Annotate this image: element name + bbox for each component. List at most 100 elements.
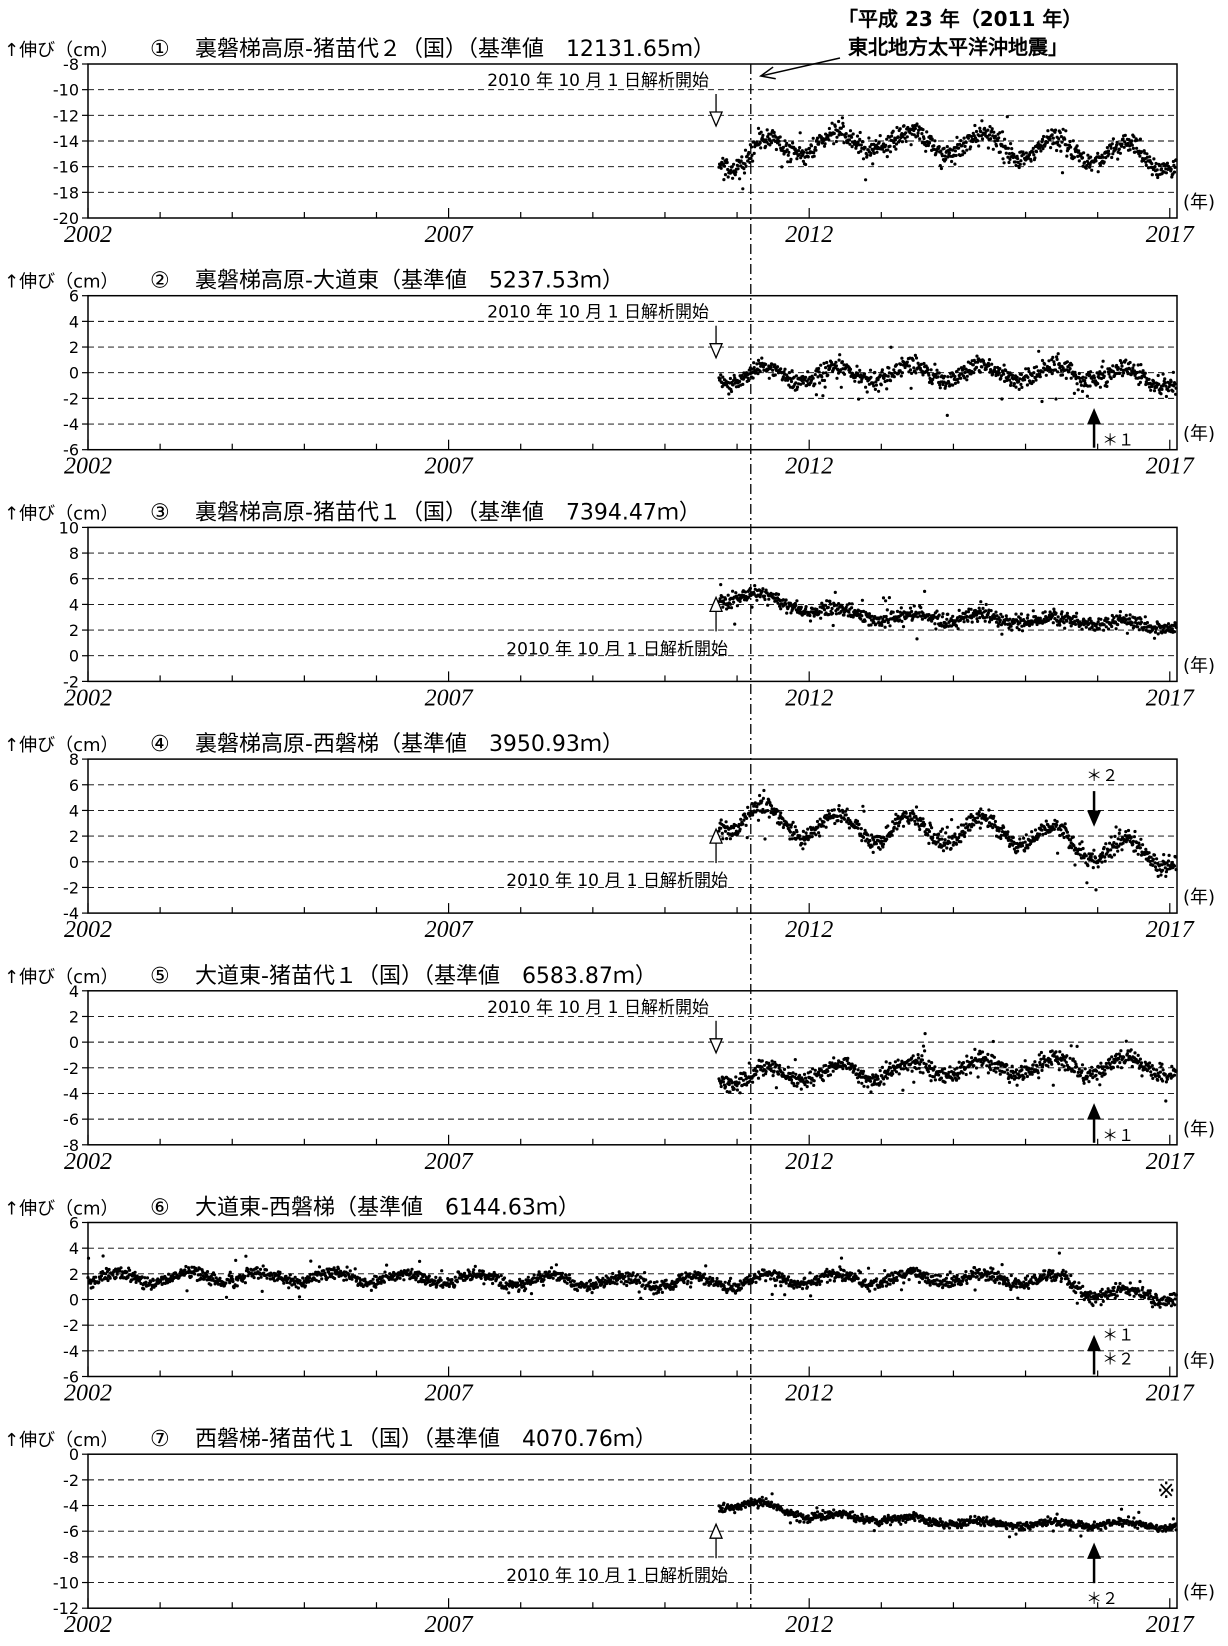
y-tick-label: -6 [63,1110,79,1129]
data-point [862,157,865,160]
data-point [1026,383,1029,386]
data-point [1139,363,1142,366]
data-point [1166,162,1169,165]
data-point [745,824,748,827]
data-point [1059,150,1062,153]
data-point [1171,627,1174,630]
y-tick-label: -2 [63,878,79,897]
data-point [1096,152,1099,155]
data-point [1080,840,1083,843]
data-point [1026,376,1029,379]
arrow-head [710,344,722,358]
data-point [907,822,910,825]
data-point [888,624,891,627]
data-point [822,820,825,823]
data-point [951,1079,954,1082]
data-point [871,162,874,165]
data-point [745,165,748,168]
y-tick-label: -2 [63,1316,79,1335]
data-point [831,122,834,125]
x-tick-label: 2012 [785,1149,833,1175]
data-point [805,605,808,608]
data-point [244,1255,247,1258]
data-point [1167,859,1170,862]
data-point [812,137,815,140]
data-point [1152,157,1155,160]
data-point [977,144,980,147]
data-point [994,135,997,138]
data-point [864,386,867,389]
data-point [1060,610,1063,613]
data-point [955,843,958,846]
data-point [1093,376,1096,379]
data-point [317,1280,320,1283]
data-point [287,1286,290,1289]
data-point [1138,370,1141,373]
data-point [921,128,924,131]
data-point [1076,382,1079,385]
data-point [803,1073,806,1076]
data-point [719,583,722,586]
data-point [959,377,962,380]
data-point [1154,631,1157,634]
data-point [801,847,804,850]
data-point [1112,1066,1115,1069]
data-point [795,157,798,160]
data-point [1112,616,1115,619]
data-point [835,612,838,615]
data-point [825,361,828,364]
data-point [887,375,890,378]
data-point [993,1056,996,1059]
data-point [837,120,840,123]
data-point [739,828,742,831]
data-point [1055,823,1058,826]
data-point [1125,614,1128,617]
y-tick-label: 4 [69,801,79,820]
data-point [1085,167,1088,170]
y-tick-label: 0 [69,364,79,383]
data-point [835,140,838,143]
data-point [262,1264,265,1267]
data-point [927,374,930,377]
data-point [965,149,968,152]
data-point [1133,830,1136,833]
data-point [1104,842,1107,845]
data-point [1058,834,1061,837]
data-point [906,135,909,138]
data-point [1122,371,1125,374]
data-point [746,836,749,839]
data-point [917,1056,920,1059]
data-point [1045,374,1048,377]
data-point [915,1067,918,1070]
data-point [1118,372,1121,375]
data-point [747,379,750,382]
data-point [1122,137,1125,140]
data-point [991,1062,994,1065]
data-point [116,1273,119,1276]
data-point [1139,1058,1142,1061]
data-point [948,151,951,154]
data-point [886,148,889,151]
data-points [717,1032,1177,1103]
data-point [776,809,779,812]
data-point [1107,149,1110,152]
data-point [972,1064,975,1067]
x-tick-label: 2017 [1146,917,1195,943]
data-point [900,132,903,135]
data-point [730,606,733,609]
data-point [320,1277,323,1280]
data-point [897,1059,900,1062]
data-point [835,136,838,139]
data-point [925,130,928,133]
data-point [820,375,823,378]
data-point [886,1077,889,1080]
data-point [950,160,953,163]
data-point [763,1064,766,1067]
data-point [965,141,968,144]
data-point [888,145,891,148]
data-point [1032,1063,1035,1066]
data-point [899,127,902,130]
data-point [937,833,940,836]
data-point [743,171,746,174]
